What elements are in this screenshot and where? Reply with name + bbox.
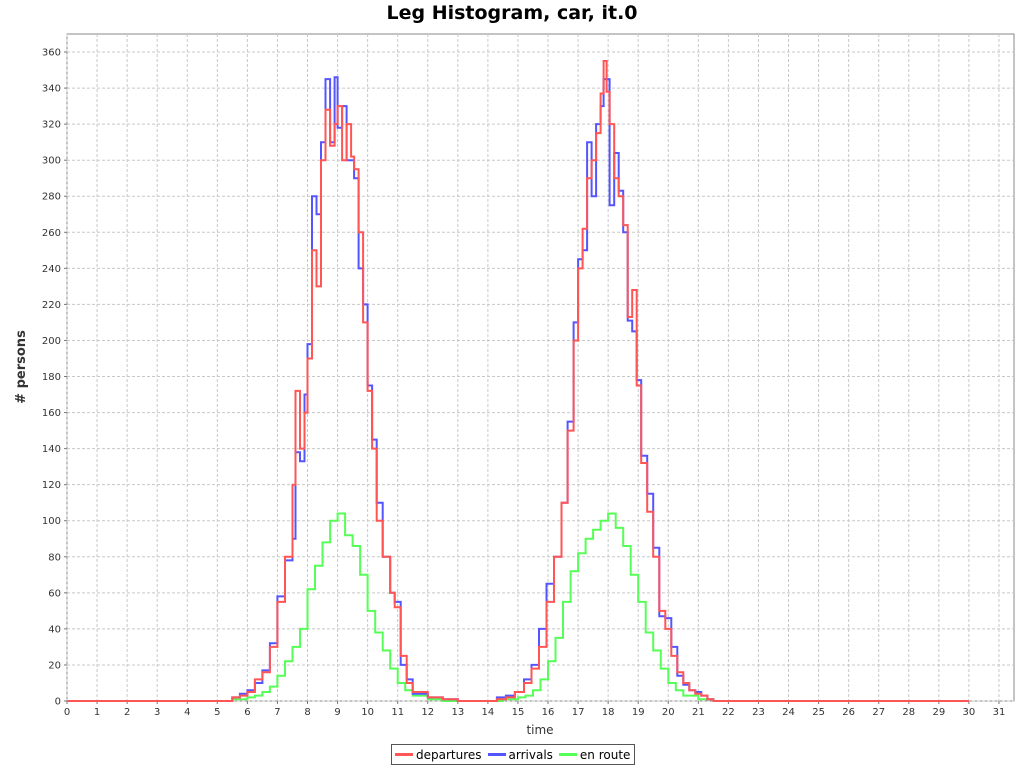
y-tick-label: 80 <box>48 552 61 563</box>
y-tick-label: 360 <box>42 48 61 59</box>
legend-item-en-route: en route <box>558 747 631 762</box>
x-tick-label: 15 <box>512 707 525 718</box>
x-tick-label: 23 <box>752 707 765 718</box>
legend-swatch-departures <box>395 753 413 756</box>
y-axis-label: # persons <box>14 330 29 404</box>
x-tick-label: 11 <box>391 707 404 718</box>
x-tick-label: 5 <box>214 707 220 718</box>
legend-label-departures: departures <box>416 747 482 762</box>
y-tick-label: 280 <box>42 192 61 203</box>
y-tick-label: 120 <box>42 480 61 491</box>
y-tick-label: 240 <box>42 264 61 275</box>
x-tick-label: 30 <box>963 707 976 718</box>
axis-ticks: 0 1 2 3 4 5 6 7 8 9 10 11 12 13 14 15 16 17 18 19 20 21 22 23 24… <box>42 48 1005 718</box>
x-tick-label: 4 <box>184 707 190 718</box>
x-tick-label: 9 <box>334 707 340 718</box>
y-tick-label: 100 <box>42 516 61 527</box>
y-tick-label: 200 <box>42 336 61 347</box>
legend-item-departures: departures <box>395 748 482 762</box>
legend-item-arrivals: arrivals <box>487 747 553 762</box>
legend-label-arrivals: arrivals <box>508 747 553 762</box>
x-tick-label: 24 <box>782 707 795 718</box>
x-tick-label: 17 <box>572 707 585 718</box>
y-tick-label: 60 <box>48 588 61 599</box>
x-tick-label: 16 <box>542 707 555 718</box>
y-tick-label: 180 <box>42 372 61 383</box>
grid-lines <box>66 34 1014 702</box>
x-tick-label: 27 <box>872 707 885 718</box>
x-tick-label: 22 <box>722 707 735 718</box>
x-tick-label: 10 <box>361 707 374 718</box>
y-tick-label: 300 <box>42 156 61 167</box>
x-tick-label: 14 <box>482 707 495 718</box>
x-tick-label: 29 <box>932 707 945 718</box>
y-tick-label: 340 <box>42 84 61 95</box>
legend-label-en-route: en route <box>579 747 631 762</box>
x-tick-label: 28 <box>902 707 915 718</box>
y-tick-label: 0 <box>55 697 61 708</box>
x-tick-label: 8 <box>304 707 310 718</box>
y-tick-label: 40 <box>48 624 61 635</box>
x-tick-label: 21 <box>692 707 705 718</box>
plot-area <box>66 33 1015 702</box>
y-tick-label: 140 <box>42 444 61 455</box>
y-tick-label: 20 <box>48 660 61 671</box>
x-tick-label: 3 <box>154 707 160 718</box>
legend-swatch-en-route <box>558 753 577 756</box>
chart-title: Leg Histogram, car, it.0 <box>386 2 638 24</box>
x-tick-label: 6 <box>244 707 250 718</box>
chart-legend: departures arrivals en route <box>391 744 636 765</box>
legend-swatch-arrivals <box>487 753 506 756</box>
x-tick-label: 19 <box>632 707 645 718</box>
y-tick-label: 160 <box>42 408 61 419</box>
x-tick-label: 7 <box>274 707 280 718</box>
x-axis-label: time <box>526 723 553 737</box>
series-lines <box>67 60 969 702</box>
x-tick-label: 20 <box>662 707 675 718</box>
x-tick-label: 26 <box>842 707 855 718</box>
y-tick-label: 320 <box>42 120 61 131</box>
x-tick-label: 1 <box>94 707 100 718</box>
x-tick-label: 12 <box>421 707 434 718</box>
series-line-departures <box>67 60 969 702</box>
x-tick-label: 0 <box>64 707 70 718</box>
x-tick-label: 31 <box>993 707 1006 718</box>
x-tick-label: 2 <box>124 707 130 718</box>
x-tick-label: 25 <box>812 707 825 718</box>
x-tick-label: 18 <box>602 707 615 718</box>
y-tick-label: 260 <box>42 228 61 239</box>
y-tick-label: 220 <box>42 300 61 311</box>
x-tick-label: 13 <box>451 707 464 718</box>
